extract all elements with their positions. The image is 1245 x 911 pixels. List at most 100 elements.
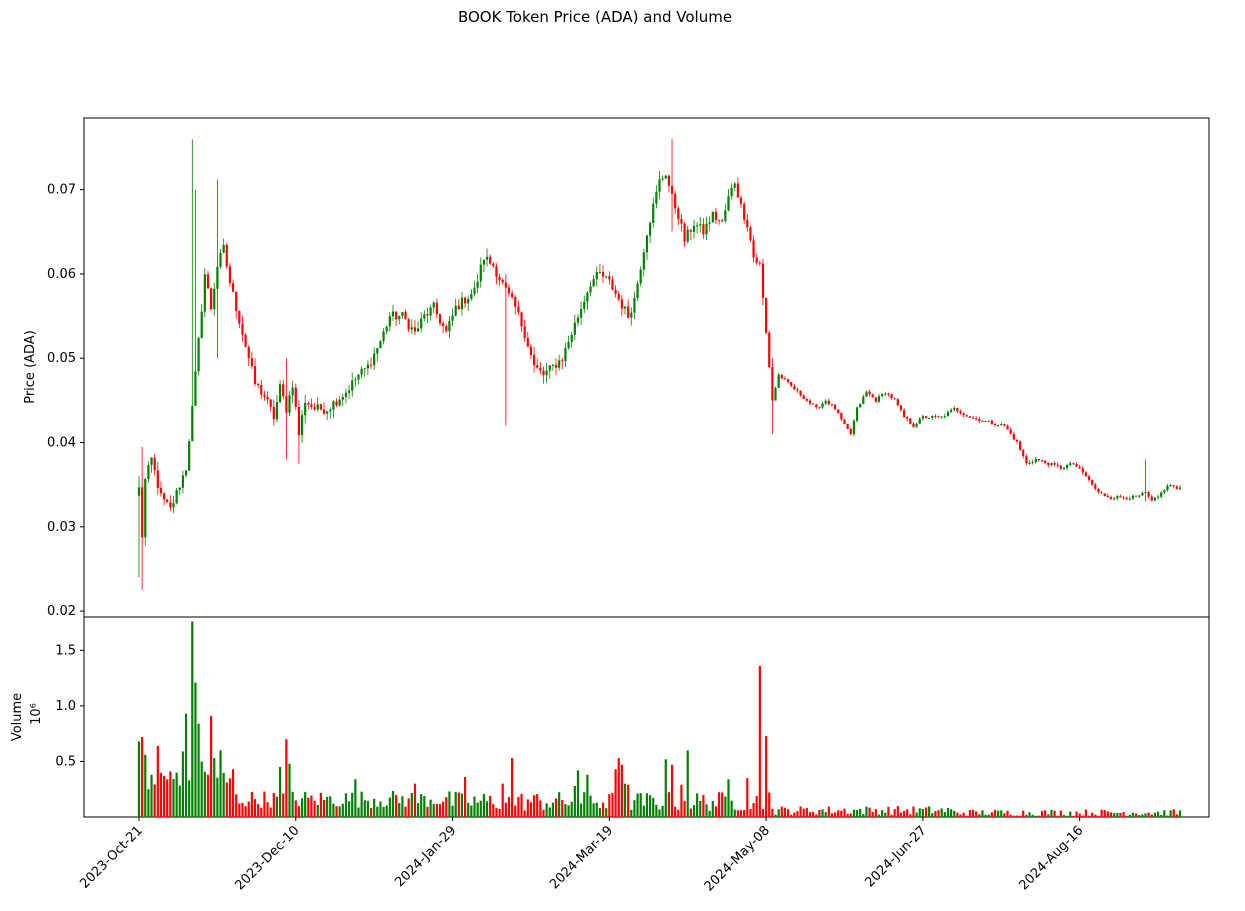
volume-bar: [558, 792, 561, 817]
volume-bar: [1003, 813, 1006, 817]
candle-body: [680, 219, 683, 224]
candle-body: [1084, 472, 1088, 477]
candle-body: [1009, 429, 1012, 434]
volume-bar: [1056, 815, 1059, 817]
volume-bar: [341, 803, 344, 817]
candle-body: [743, 203, 746, 220]
volume-bar: [645, 793, 649, 817]
volume-bar: [166, 779, 169, 817]
volume-bar: [489, 795, 492, 817]
volume-bar: [714, 806, 718, 817]
volume-bar: [918, 808, 921, 817]
candle-body: [169, 502, 172, 508]
volume-bar: [749, 809, 752, 817]
candle-body: [774, 387, 777, 401]
candle-body: [351, 380, 354, 391]
volume-bar: [802, 808, 805, 817]
volume-bar: [630, 809, 633, 817]
candle-body: [906, 417, 909, 419]
candle-body: [968, 416, 972, 418]
candle-body: [279, 384, 282, 403]
price-tick-label: 0.05: [47, 351, 76, 366]
volume-bar: [476, 802, 479, 817]
volume-bar: [379, 801, 382, 817]
candle-body: [746, 219, 749, 228]
volume-bar: [388, 797, 391, 817]
volume-bar: [1166, 815, 1169, 817]
x-tick-label: 2024-May-08: [702, 823, 773, 894]
volume-bar: [203, 771, 206, 817]
candle-body: [141, 487, 144, 538]
candle-body: [536, 365, 539, 368]
candle-body: [238, 310, 241, 324]
candle-body: [765, 297, 768, 333]
candle-body: [802, 395, 805, 400]
volume-bar: [1009, 814, 1012, 817]
candle-body: [210, 288, 213, 310]
candle-body: [576, 317, 580, 323]
candle-body: [507, 287, 511, 294]
candle-body: [736, 183, 739, 198]
volume-bar: [304, 792, 307, 817]
candle-body: [1153, 497, 1157, 501]
volume-bar: [473, 796, 476, 817]
candle-body: [282, 384, 285, 397]
candle-body: [783, 378, 787, 380]
candle-body: [322, 409, 326, 414]
volume-bar: [887, 806, 890, 817]
candle-body: [526, 337, 529, 347]
candle-body: [950, 409, 953, 412]
candle-body: [263, 394, 266, 397]
candle-body: [1087, 476, 1091, 480]
volume-bar: [943, 812, 946, 817]
volume-bar: [570, 801, 573, 817]
candle-body: [705, 223, 708, 235]
candle-body: [855, 407, 859, 421]
volume-bar: [1113, 813, 1116, 817]
candle-body: [717, 219, 721, 221]
candle-body: [796, 389, 799, 391]
candle-body: [890, 394, 893, 399]
volume-bar: [746, 778, 749, 817]
volume-bar: [200, 761, 203, 817]
price-panel: 0.02 0.03 0.04 0.05 0.06 0.07: [47, 117, 1210, 619]
candle-body: [442, 323, 445, 326]
candle-body: [194, 371, 197, 406]
volume-bar: [1022, 810, 1025, 817]
candle-body: [150, 457, 153, 465]
candle-body: [401, 311, 404, 316]
volume-bar: [680, 784, 683, 817]
volume-bar: [627, 784, 630, 817]
price-axis-label: Price (ADA): [23, 330, 38, 404]
volume-bar: [636, 793, 639, 817]
volume-bar: [1000, 810, 1003, 817]
candle-body: [580, 308, 583, 318]
volume-bar: [178, 785, 181, 817]
volume-bar: [699, 800, 702, 817]
candle-body: [1018, 441, 1022, 450]
volume-bar: [1153, 812, 1157, 817]
volume-bar: [677, 809, 680, 817]
candle-body: [166, 499, 169, 503]
volume-bar: [279, 767, 282, 817]
candle-body: [997, 425, 1000, 427]
volume-bar: [862, 814, 865, 817]
candle-body: [573, 322, 576, 335]
volume-bar: [893, 809, 896, 817]
volume-bar: [479, 800, 482, 817]
candle-body: [197, 337, 200, 372]
volume-bar: [410, 792, 413, 817]
volume-bar: [808, 812, 812, 817]
candle-body: [1097, 488, 1100, 493]
volume-bar: [338, 806, 341, 817]
volume-bar: [498, 808, 501, 817]
volume-bar: [332, 803, 335, 817]
volume-bar: [263, 791, 266, 817]
candle-body: [975, 418, 978, 420]
volume-bar: [1116, 812, 1119, 817]
volume-bar: [291, 791, 294, 817]
candle-body: [1056, 464, 1059, 466]
candle-body: [216, 266, 219, 289]
volume-bar: [937, 810, 940, 817]
candle-body: [943, 416, 946, 418]
